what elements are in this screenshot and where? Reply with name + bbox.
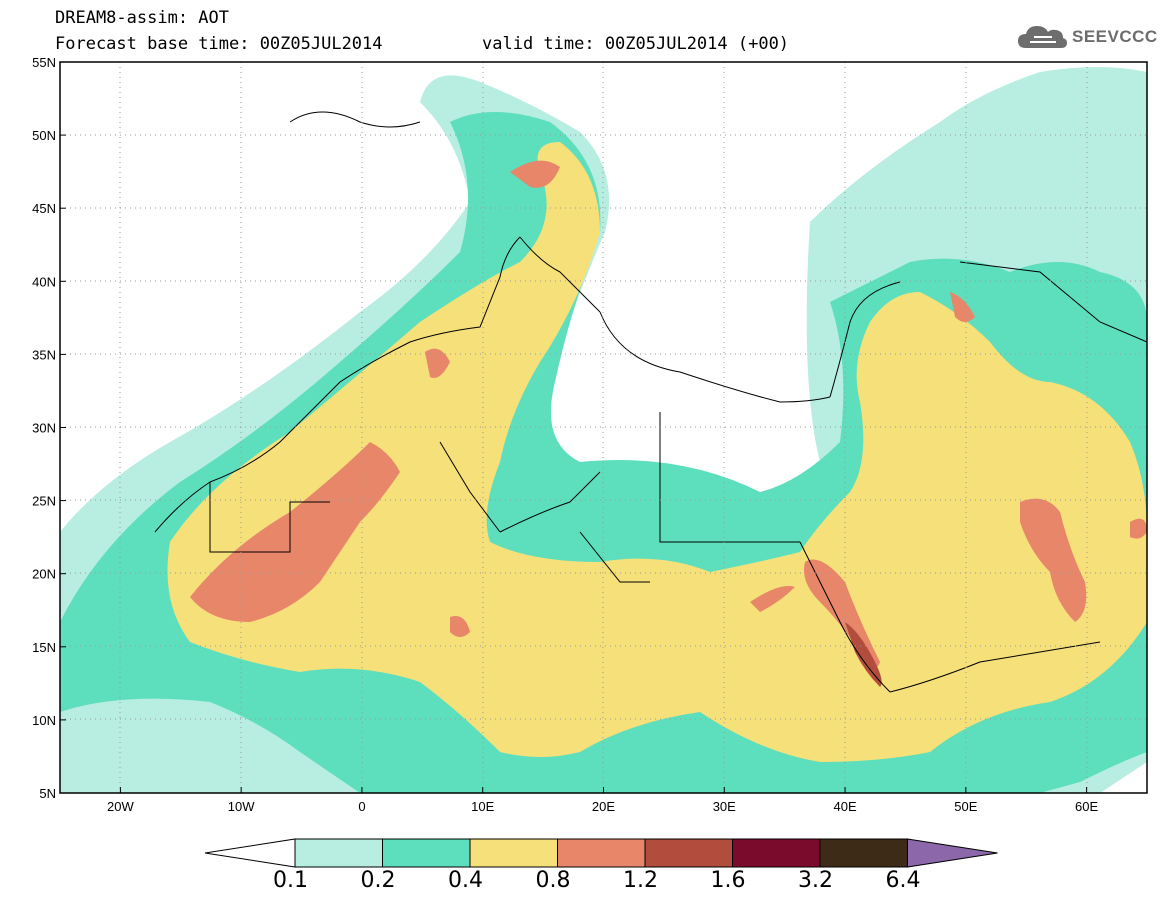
colorbar-level-label: 3.2 bbox=[798, 868, 833, 893]
colorbar-swatch bbox=[294, 838, 383, 868]
colorbar-swatch bbox=[644, 838, 733, 868]
colorbar-swatch bbox=[469, 838, 558, 868]
lat-tick-label: 40N bbox=[32, 274, 56, 289]
lon-tick-label: 0 bbox=[358, 799, 365, 814]
cloud-icon bbox=[1018, 26, 1067, 48]
lon-tick-label: 10W bbox=[228, 799, 255, 814]
country-borders bbox=[154, 111, 1147, 693]
forecast-base-time: Forecast base time: 00Z05JUL2014 bbox=[55, 34, 383, 54]
colorbar bbox=[205, 838, 998, 868]
lon-tick-label: 50E bbox=[954, 799, 977, 814]
lon-tick-label: 20W bbox=[107, 799, 134, 814]
colorbar-level-label: 6.4 bbox=[885, 868, 921, 893]
lat-tick-label: 50N bbox=[32, 128, 56, 143]
lat-tick-label: 45N bbox=[32, 201, 56, 216]
lat-tick-label: 35N bbox=[32, 347, 56, 362]
lat-tick-label: 25N bbox=[32, 494, 56, 509]
colorbar-level-label: 0.4 bbox=[448, 868, 483, 893]
lon-tick-label: 20E bbox=[592, 799, 615, 814]
graticule bbox=[60, 62, 1147, 793]
aot-map: 55N 50N 45N 40N 35N 30N 25N 20N 15N 10N 5N 20W 10W 0… bbox=[32, 55, 1148, 814]
map-title: DREAM8-assim: AOT bbox=[55, 8, 229, 28]
lat-tick-label: 15N bbox=[32, 640, 56, 655]
lat-tick-label: 20N bbox=[32, 567, 56, 582]
lon-tick-label: 60E bbox=[1075, 799, 1098, 814]
colorbar-level-label: 0.2 bbox=[360, 868, 396, 893]
lon-tick-label: 40E bbox=[833, 799, 856, 814]
lat-tick-label: 55N bbox=[32, 55, 56, 70]
valid-time: valid time: 00Z05JUL2014 (+00) bbox=[482, 34, 790, 54]
lat-tick-label: 5N bbox=[39, 786, 56, 801]
lat-tick-label: 30N bbox=[32, 421, 56, 436]
colorbar-swatch-low bbox=[205, 838, 296, 868]
colorbar-level-label: 0.1 bbox=[273, 868, 308, 893]
colorbar-level-label: 0.8 bbox=[535, 868, 571, 893]
aot-field-1-2 bbox=[845, 622, 882, 687]
longitude-axis: 20W 10W 0 10E 20E 30E 40E 50E 60E bbox=[107, 787, 1099, 814]
colorbar-swatch bbox=[557, 838, 646, 868]
colorbar-swatch bbox=[819, 838, 908, 868]
colorbar-swatch bbox=[732, 838, 821, 868]
latitude-axis: 55N 50N 45N 40N 35N 30N 25N 20N 15N 10N 5N bbox=[32, 55, 66, 801]
logo-text: SEEVCCC bbox=[1072, 27, 1158, 46]
colorbar-swatch-high bbox=[907, 838, 998, 868]
seevccc-logo: SEEVCCC bbox=[1016, 22, 1158, 52]
colorbar-swatch bbox=[382, 838, 471, 868]
lon-tick-label: 30E bbox=[713, 799, 736, 814]
lon-tick-label: 10E bbox=[471, 799, 494, 814]
lat-tick-label: 10N bbox=[32, 713, 56, 728]
colorbar-level-label: 1.2 bbox=[623, 868, 658, 893]
aot-field-0-4 bbox=[167, 142, 1147, 762]
colorbar-level-label: 1.6 bbox=[710, 868, 746, 893]
